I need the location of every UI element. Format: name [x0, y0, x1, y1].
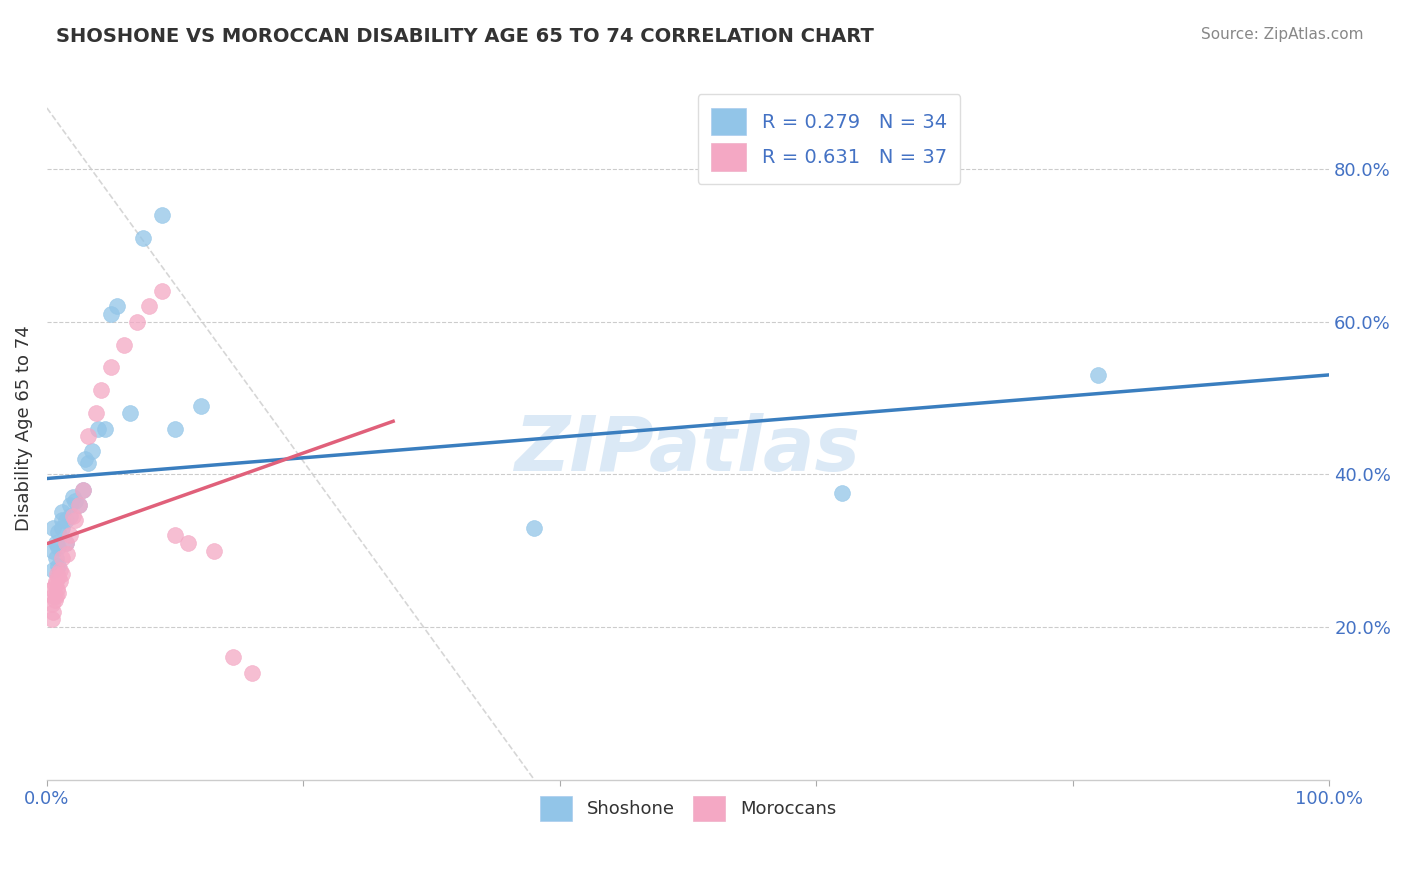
Point	[62, 509, 84, 524]
Point	[41, 597, 63, 611]
Point	[523, 521, 546, 535]
Point	[45, 536, 67, 550]
Point	[48, 524, 70, 539]
Point	[51, 521, 73, 535]
Point	[55, 513, 77, 527]
Point	[132, 231, 155, 245]
Point	[72, 483, 94, 497]
Point	[125, 315, 148, 329]
Point	[48, 585, 70, 599]
Point	[56, 548, 79, 562]
Point	[87, 421, 110, 435]
Y-axis label: Disability Age 65 to 74: Disability Age 65 to 74	[15, 326, 32, 532]
Point	[120, 406, 142, 420]
Point	[44, 578, 66, 592]
Point	[90, 384, 112, 398]
Point	[63, 513, 86, 527]
Point	[51, 566, 73, 581]
Point	[67, 498, 90, 512]
Point	[48, 558, 70, 573]
Point	[51, 513, 73, 527]
Text: ZIPatlas: ZIPatlas	[515, 413, 860, 487]
Point	[48, 563, 70, 577]
Point	[1087, 368, 1109, 383]
Point	[46, 566, 69, 581]
Point	[138, 300, 160, 314]
Point	[165, 421, 187, 435]
Text: Source: ZipAtlas.com: Source: ZipAtlas.com	[1201, 27, 1364, 42]
Point	[42, 521, 65, 535]
Point	[48, 574, 70, 589]
Point	[48, 540, 70, 554]
Point	[46, 582, 69, 596]
Legend: Shoshone, Moroccans: Shoshone, Moroccans	[527, 783, 849, 834]
Point	[93, 421, 115, 435]
Point	[77, 456, 100, 470]
Point	[59, 509, 82, 524]
Point	[100, 307, 122, 321]
Point	[42, 543, 65, 558]
Point	[831, 486, 853, 500]
Point	[112, 337, 135, 351]
Point	[42, 563, 65, 577]
Point	[165, 528, 187, 542]
Point	[42, 590, 65, 604]
Point	[107, 300, 129, 314]
Point	[55, 536, 77, 550]
Point	[75, 452, 97, 467]
Point	[202, 543, 225, 558]
Point	[67, 498, 90, 512]
Text: SHOSHONE VS MOROCCAN DISABILITY AGE 65 TO 74 CORRELATION CHART: SHOSHONE VS MOROCCAN DISABILITY AGE 65 T…	[56, 27, 875, 45]
Point	[177, 536, 200, 550]
Point	[55, 536, 77, 550]
Point	[84, 406, 107, 420]
Point	[62, 490, 84, 504]
Point	[77, 429, 100, 443]
Point	[41, 582, 63, 596]
Point	[51, 551, 73, 566]
Point	[222, 650, 245, 665]
Point	[45, 574, 67, 589]
Point	[59, 528, 82, 542]
Point	[72, 483, 94, 497]
Point	[150, 208, 173, 222]
Point	[190, 399, 212, 413]
Point	[44, 593, 66, 607]
Point	[100, 360, 122, 375]
Point	[59, 498, 82, 512]
Point	[41, 612, 63, 626]
Point	[42, 605, 65, 619]
Point	[48, 570, 70, 584]
Point	[63, 494, 86, 508]
Point	[45, 590, 67, 604]
Point	[240, 665, 263, 680]
Point	[150, 284, 173, 298]
Point	[80, 444, 103, 458]
Point	[51, 506, 73, 520]
Point	[45, 551, 67, 566]
